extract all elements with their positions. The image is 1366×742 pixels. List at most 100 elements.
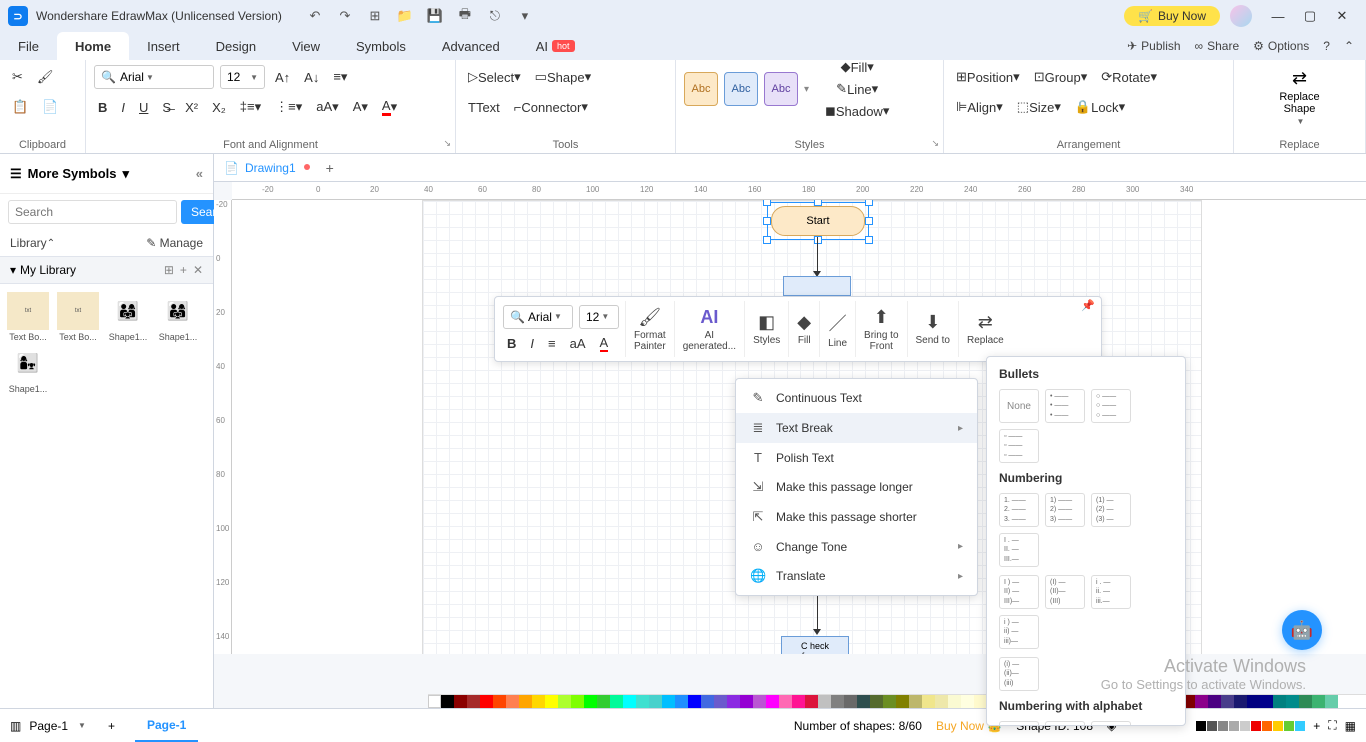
color-swatch[interactable] — [961, 695, 974, 708]
color-swatch[interactable] — [805, 695, 818, 708]
copy-btn[interactable]: 📋 — [8, 97, 32, 117]
ctx-translate[interactable]: 🌐Translate▸ — [736, 561, 977, 591]
num-paren1[interactable]: (1) —(2) —(3) — — [1091, 493, 1131, 527]
tab-advanced[interactable]: Advanced — [424, 32, 518, 60]
ft-line[interactable]: ／Line — [819, 301, 855, 357]
styles-launcher[interactable]: ↘ — [931, 138, 939, 149]
color-swatch[interactable] — [493, 695, 506, 708]
ft-size-select[interactable]: 12▼ — [579, 305, 619, 329]
ft-font-select[interactable]: 🔍Arial▼ — [503, 305, 573, 329]
alpha-Aparen[interactable]: A) —B) —C) — — [1045, 721, 1085, 726]
ctx-tone[interactable]: ☺Change Tone▸ — [736, 532, 977, 561]
font-launcher[interactable]: ↘ — [443, 138, 451, 149]
alpha-parenA[interactable]: (A)—(B)—(C)— — [1091, 721, 1131, 726]
color-swatch[interactable] — [454, 695, 467, 708]
connector-tool[interactable]: ⌐ Connector▾ — [510, 97, 592, 117]
lock-btn[interactable]: 🔒 Lock▾ — [1071, 97, 1129, 117]
color-swatch[interactable] — [532, 695, 545, 708]
ft-ai[interactable]: AIAI generated... — [674, 301, 744, 357]
my-library-section[interactable]: ▾ My Library ⊞ + ✕ — [0, 256, 213, 284]
font-family-select[interactable]: 🔍 Arial▼ — [94, 65, 214, 89]
zoom-swatch[interactable] — [1251, 721, 1261, 731]
shape-thumb[interactable]: 👨‍👩‍👧Shape1... — [154, 292, 202, 342]
color-swatch[interactable] — [675, 695, 688, 708]
lib-close-icon[interactable]: ✕ — [193, 263, 203, 277]
color-swatch[interactable] — [922, 695, 935, 708]
color-swatch[interactable] — [753, 695, 766, 708]
align-btn[interactable]: ⊫ Align▾ — [952, 97, 1007, 117]
collapse-panel-btn[interactable]: « — [196, 166, 203, 181]
color-swatch[interactable] — [636, 695, 649, 708]
bullet-square[interactable]: ▫ ——▫ ——▫ —— — [999, 429, 1039, 463]
tab-insert[interactable]: Insert — [129, 32, 198, 60]
more-symbols-header[interactable]: ☰ More Symbols▾ « — [0, 154, 213, 194]
save-btn[interactable]: 💾 — [426, 7, 444, 25]
collapse-ribbon-btn[interactable]: ⌃ — [1344, 39, 1354, 53]
bullet-none[interactable]: None — [999, 389, 1039, 423]
sel-handle[interactable] — [763, 200, 771, 206]
zoom-swatch[interactable] — [1240, 721, 1250, 731]
page-select[interactable]: Page-1 — [29, 719, 68, 733]
color-swatch[interactable] — [1286, 695, 1299, 708]
close-btn[interactable]: ✕ — [1326, 2, 1358, 30]
color-swatch[interactable] — [1325, 695, 1338, 708]
color-swatch[interactable] — [545, 695, 558, 708]
align-para-btn[interactable]: ≡▾ — [329, 67, 351, 87]
sel-handle[interactable] — [814, 236, 822, 244]
superscript-btn[interactable]: X² — [181, 98, 202, 117]
italic-btn[interactable]: I — [117, 98, 129, 117]
bold-btn[interactable]: B — [94, 98, 111, 117]
bullet-disc[interactable]: • ——• ——• —— — [1045, 389, 1085, 423]
subscript-btn[interactable]: X₂ — [208, 98, 230, 117]
num-pareni[interactable]: (i) —(ii)—(iii) — [999, 657, 1039, 691]
color-swatch[interactable] — [857, 695, 870, 708]
check-references-node[interactable]: C heck references — [781, 636, 849, 654]
tab-design[interactable]: Design — [198, 32, 274, 60]
sel-handle[interactable] — [865, 236, 873, 244]
ctx-shorter[interactable]: ⇱Make this passage shorter — [736, 502, 977, 532]
sel-handle[interactable] — [814, 200, 822, 206]
zoom-swatch[interactable] — [1273, 721, 1283, 731]
color-swatch[interactable] — [779, 695, 792, 708]
color-swatch[interactable] — [467, 695, 480, 708]
help-btn[interactable]: ? — [1323, 39, 1330, 53]
color-swatch[interactable] — [688, 695, 701, 708]
new-btn[interactable]: ⊞ — [366, 7, 384, 25]
bullets-btn[interactable]: ⋮≡▾ — [271, 97, 306, 117]
zoom-swatch[interactable] — [1295, 721, 1305, 731]
tab-symbols[interactable]: Symbols — [338, 32, 424, 60]
color-swatch[interactable] — [896, 695, 909, 708]
page-layout-icon[interactable]: ▥ — [10, 719, 21, 733]
replace-shape-btn[interactable]: ⇄ Replace Shape ▼ — [1242, 64, 1357, 130]
tab-ai[interactable]: AIhot — [518, 32, 593, 60]
buy-now-button[interactable]: 🛒 Buy Now — [1124, 6, 1220, 26]
ctx-text-break[interactable]: ≣Text Break▸ — [736, 413, 977, 443]
lib-toggle-icon[interactable]: ⊞ — [164, 263, 174, 277]
underline-btn[interactable]: U — [135, 98, 152, 117]
color-swatch[interactable] — [623, 695, 636, 708]
line-btn[interactable]: ✎ Line▾ — [821, 79, 893, 99]
color-swatch[interactable] — [1273, 695, 1286, 708]
color-swatch[interactable] — [1299, 695, 1312, 708]
user-avatar[interactable] — [1230, 5, 1252, 27]
style-preset-2[interactable]: Abc — [724, 72, 758, 106]
ft-italic[interactable]: I — [526, 334, 538, 353]
color-swatch[interactable] — [506, 695, 519, 708]
color-swatch[interactable] — [714, 695, 727, 708]
ft-fontcolor[interactable]: A — [596, 333, 613, 354]
group-btn[interactable]: ⊡ Group▾ — [1030, 67, 1092, 87]
styles-more[interactable]: ▾ — [804, 84, 809, 95]
color-swatch[interactable] — [948, 695, 961, 708]
color-swatch[interactable] — [792, 695, 805, 708]
increase-font-btn[interactable]: A↑ — [271, 68, 294, 87]
fill-btn[interactable]: ◆ Fill▾ — [821, 57, 893, 77]
ctx-longer[interactable]: ⇲Make this passage longer — [736, 472, 977, 502]
options-btn[interactable]: ⚙ Options — [1253, 39, 1309, 53]
line-spacing-btn[interactable]: ‡≡▾ — [236, 97, 265, 117]
num-1dot[interactable]: 1. ——2. ——3. —— — [999, 493, 1039, 527]
color-swatch[interactable] — [610, 695, 623, 708]
ft-styles[interactable]: ◧Styles — [744, 301, 788, 357]
manage-link[interactable]: ✎ Manage — [146, 236, 203, 250]
size-btn[interactable]: ⬚ Size▾ — [1013, 97, 1065, 117]
color-swatch[interactable] — [597, 695, 610, 708]
